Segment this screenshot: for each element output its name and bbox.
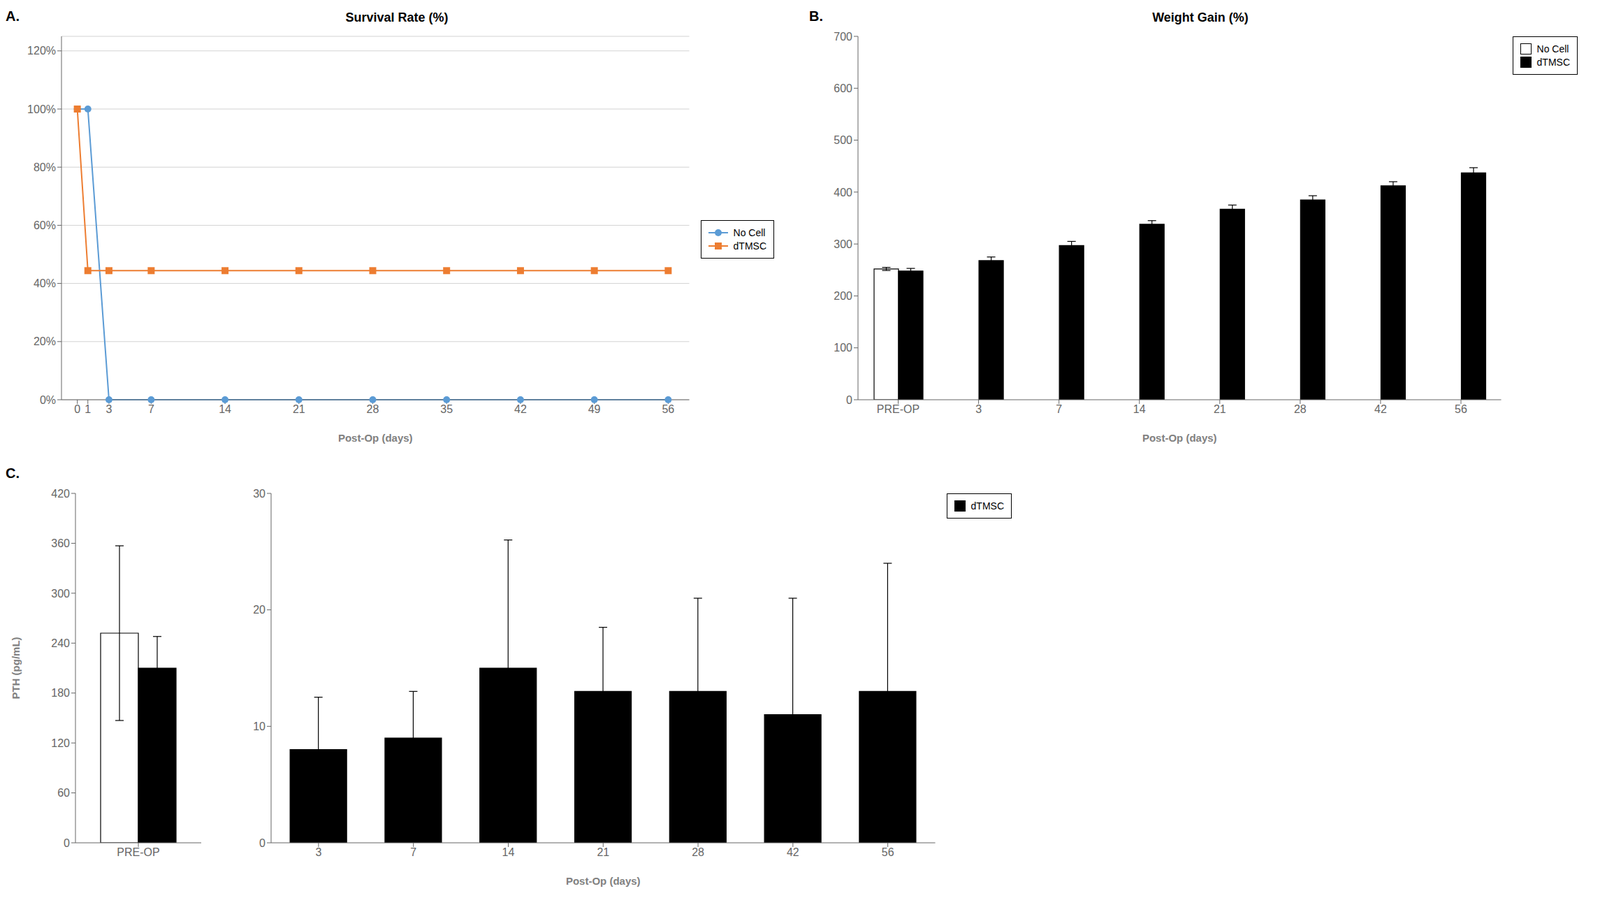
svg-text:56: 56 [661,403,675,416]
html-text:dTMSC: dTMSC [1536,56,1570,68]
svg-text:20: 20 [252,603,266,616]
svg-text:0: 0 [259,837,266,849]
svg-text:10: 10 [252,720,266,733]
svg-text:700: 700 [833,30,853,43]
svg-text:100: 100 [833,341,853,354]
html-text:dTMSC: dTMSC [733,240,767,252]
svg-text:14: 14 [502,846,515,858]
svg-text:500: 500 [833,134,853,147]
svg-text:PRE-OP: PRE-OP [876,403,920,416]
svg-text:180: 180 [51,686,70,699]
svg-text:Post-Op (days): Post-Op (days) [338,431,413,444]
svg-text:3: 3 [315,846,322,858]
svg-text:14: 14 [218,403,232,416]
svg-text:120: 120 [51,737,70,749]
svg-text:Post-Op (days): Post-Op (days) [565,874,641,887]
html-text:Weight Gain (%): Weight Gain (%) [1152,10,1249,25]
html-text:Survival Rate (%): Survival Rate (%) [345,10,449,25]
svg-text:0: 0 [63,837,70,849]
html-text:B.: B. [809,8,824,24]
svg-text:0: 0 [846,394,853,406]
svg-text:80%: 80% [33,161,56,174]
svg-text:PRE-OP: PRE-OP [116,846,160,858]
svg-text:7: 7 [1055,403,1063,416]
svg-text:300: 300 [51,587,70,600]
svg-text:120%: 120% [27,44,56,57]
svg-text:42: 42 [1374,403,1387,416]
html-text:A.: A. [5,8,20,24]
svg-text:3: 3 [106,403,113,416]
svg-text:40%: 40% [33,277,56,290]
html-text:No Cell: No Cell [733,226,766,238]
svg-text:56: 56 [881,846,895,858]
svg-text:100%: 100% [27,103,56,116]
svg-text:7: 7 [148,403,155,416]
html-text:dTMSC: dTMSC [970,500,1005,512]
svg-text:35: 35 [440,403,453,416]
svg-text:21: 21 [292,403,306,416]
svg-text:0%: 0% [39,394,56,406]
svg-text:28: 28 [1293,403,1307,416]
svg-text:60%: 60% [33,219,56,232]
svg-text:Post-Op (days): Post-Op (days) [1142,431,1218,444]
svg-text:42: 42 [514,403,527,416]
svg-text:7: 7 [410,846,417,858]
svg-text:400: 400 [833,186,853,199]
svg-text:28: 28 [691,846,705,858]
svg-text:42: 42 [786,846,800,858]
svg-text:200: 200 [833,289,853,302]
svg-text:240: 240 [51,637,70,650]
svg-text:PTH (pg/mL): PTH (pg/mL) [9,636,22,699]
svg-text:600: 600 [833,82,853,95]
svg-text:60: 60 [57,786,70,799]
html-text:C.: C. [5,465,20,481]
svg-text:300: 300 [833,238,853,251]
svg-text:56: 56 [1454,403,1468,416]
svg-text:14: 14 [1133,403,1146,416]
svg-text:49: 49 [588,403,601,416]
svg-text:20%: 20% [33,335,56,348]
svg-text:3: 3 [975,403,982,416]
svg-text:21: 21 [1213,403,1227,416]
svg-text:0: 0 [74,403,81,416]
html-text:No Cell: No Cell [1536,43,1569,55]
svg-text:21: 21 [596,846,610,858]
svg-text:30: 30 [252,487,266,500]
svg-text:1: 1 [84,403,91,416]
svg-text:420: 420 [51,487,70,500]
svg-text:28: 28 [366,403,380,416]
svg-text:360: 360 [51,537,70,550]
